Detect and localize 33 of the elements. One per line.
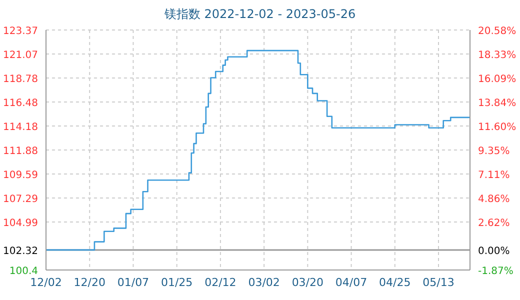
x-tick-label: 02/12 bbox=[204, 276, 236, 289]
chart-title: 镁指数 2022-12-02 - 2023-05-26 bbox=[163, 6, 357, 23]
y2-tick-label: -1.87% bbox=[478, 266, 514, 277]
y2-tick-label: 0.00% bbox=[478, 246, 510, 258]
x-tick-label: 12/20 bbox=[74, 276, 106, 289]
y-tick-label: 102.32 bbox=[3, 246, 38, 257]
x-tick-label: 05/13 bbox=[422, 276, 454, 289]
y2-tick-label: 20.58% bbox=[478, 26, 516, 37]
y2-tick-label: 11.60% bbox=[478, 122, 516, 133]
x-tick-label: 04/25 bbox=[379, 276, 411, 289]
y-tick-label: 104.99 bbox=[3, 218, 38, 230]
y-tick-label: 111.88 bbox=[3, 146, 38, 158]
x-tick-label: 03/02 bbox=[248, 276, 280, 289]
y2-tick-label: 16.09% bbox=[478, 74, 516, 85]
y-tick-label: 123.37 bbox=[3, 26, 38, 37]
y2-tick-label: 9.35% bbox=[478, 146, 510, 158]
x-tick-label: 01/07 bbox=[117, 276, 150, 289]
y-tick-label: 121.07 bbox=[3, 50, 38, 62]
x-tick-label: 04/07 bbox=[335, 276, 368, 289]
x-tick-label: 12/02 bbox=[30, 276, 62, 289]
y2-tick-label: 7.11% bbox=[478, 170, 510, 181]
y2-tick-label: 4.86% bbox=[478, 194, 510, 206]
y2-tick-label: 18.33% bbox=[478, 50, 516, 62]
x-tick-label: 03/20 bbox=[292, 276, 324, 289]
x-tick-label: 01/25 bbox=[160, 276, 193, 289]
y2-tick-label: 2.62% bbox=[478, 218, 510, 229]
y2-tick-label: 13.84% bbox=[478, 98, 516, 110]
y-tick-label: 116.48 bbox=[3, 98, 38, 109]
y-tick-label: 118.78 bbox=[3, 74, 38, 85]
y-tick-label: 107.29 bbox=[3, 194, 38, 206]
y-tick-label: 100.4 bbox=[9, 266, 38, 277]
y-tick-label: 114.18 bbox=[3, 122, 38, 134]
y-tick-label: 109.59 bbox=[3, 170, 38, 181]
